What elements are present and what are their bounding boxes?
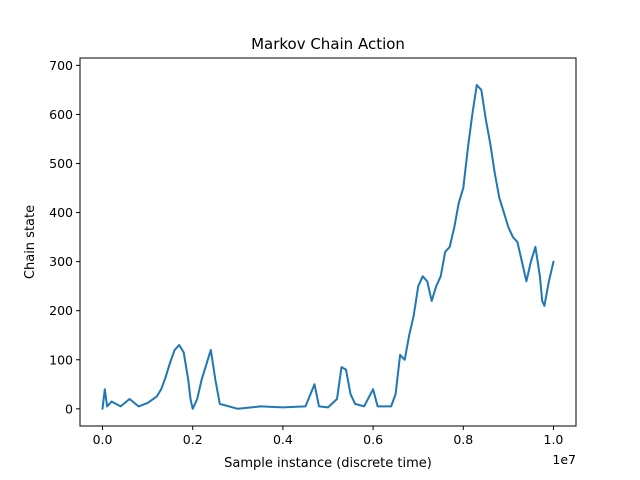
y-tick-label: 400	[49, 205, 73, 220]
series-line	[101, 84, 555, 410]
y-tick-label: 100	[49, 352, 73, 367]
x-tick-label: 0.8	[453, 432, 473, 447]
y-tick-label: 0	[65, 401, 73, 416]
x-tick-label: 0.4	[273, 432, 293, 447]
plot-area	[101, 84, 555, 410]
axes-frame	[79, 57, 577, 427]
x-tick-label: 0.0	[93, 432, 113, 447]
y-tick-label: 700	[49, 58, 73, 73]
x-tick-label: 1.0	[544, 432, 564, 447]
x-tick-label: 0.2	[183, 432, 203, 447]
y-tick-label: 500	[49, 156, 73, 171]
y-axis-title: Chain state	[23, 205, 38, 279]
chart-title: Markov Chain Action	[251, 35, 405, 53]
y-tick-label: 200	[49, 303, 73, 318]
x-tick-label: 0.6	[363, 432, 383, 447]
x-axis: 0.0 0.2 0.4 0.6 0.8 1.0	[93, 426, 564, 447]
x-axis-title: Sample instance (discrete time)	[224, 456, 432, 471]
y-tick-label: 600	[49, 107, 73, 122]
y-tick-label: 300	[49, 254, 73, 269]
x-axis-offset-label: 1e7	[552, 452, 576, 467]
y-axis: 0 100 200 300 400 500 600 700	[49, 58, 80, 416]
